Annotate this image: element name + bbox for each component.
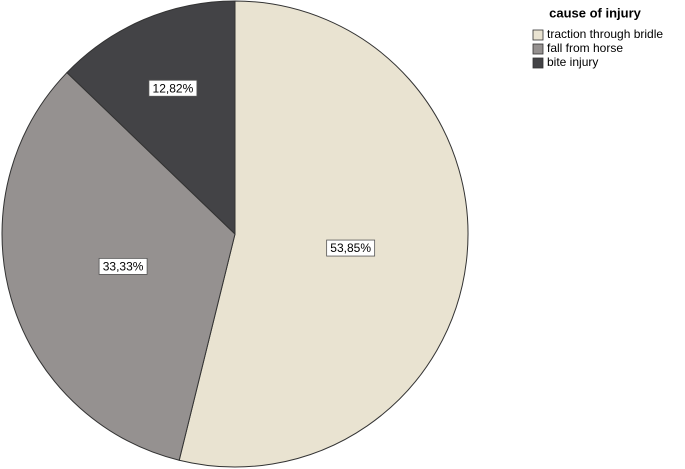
legend-title: cause of injury — [549, 5, 642, 20]
data-label: 12,82% — [148, 79, 198, 97]
pie-slice — [66, 0, 236, 236]
legend-swatch — [532, 29, 544, 41]
data-label: 53,85% — [326, 239, 376, 257]
legend-label: traction through bridle — [547, 27, 663, 41]
legend-swatch — [532, 43, 544, 55]
data-label-text: 53,85% — [330, 241, 371, 255]
data-label-box — [148, 79, 198, 97]
data-label-box — [326, 239, 376, 257]
data-label-box — [98, 257, 148, 275]
legend-swatch — [532, 57, 544, 69]
pie-slice — [178, 0, 469, 468]
data-label-text: 33,33% — [103, 260, 144, 274]
data-label-text: 12,82% — [153, 81, 194, 95]
legend-label: fall from horse — [547, 41, 623, 55]
legend-label: bite injury — [547, 55, 598, 69]
data-label: 33,33% — [98, 257, 148, 275]
